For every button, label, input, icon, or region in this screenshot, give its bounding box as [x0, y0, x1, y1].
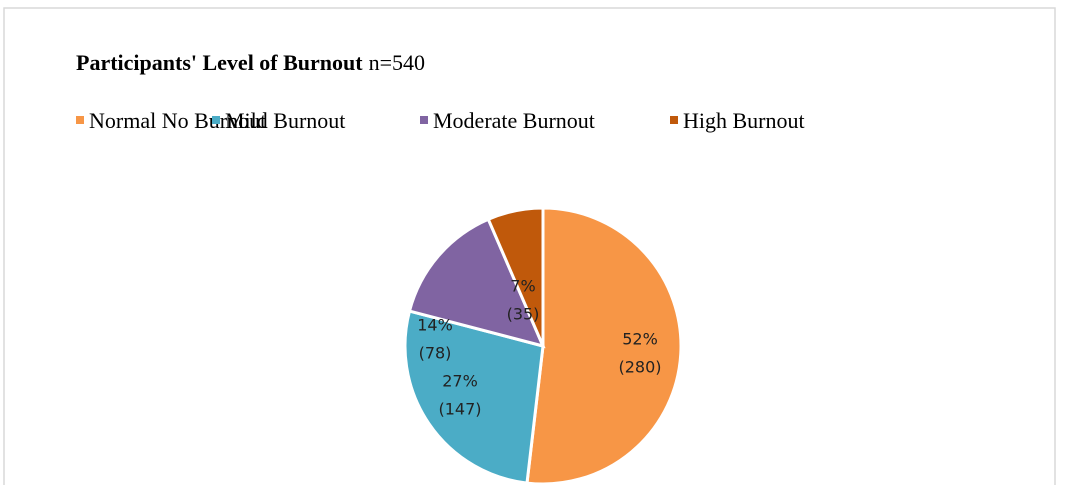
- legend-label: Moderate Burnout: [433, 108, 595, 133]
- data-labels: 52% (280) 27% (147) 14% (78) 7% (35): [417, 277, 661, 419]
- value-label: (280): [618, 358, 661, 377]
- chart-subtitle: n=540: [369, 50, 425, 75]
- percent-label: 52%: [622, 330, 658, 349]
- pie-slice: [407, 217, 546, 349]
- value-label: (147): [438, 400, 481, 419]
- value-label: (35): [507, 305, 540, 324]
- legend-swatch: [212, 116, 220, 124]
- pie: [403, 206, 683, 485]
- value-label: (78): [419, 344, 452, 363]
- percent-label: 27%: [442, 372, 478, 391]
- pie-slice: [525, 206, 683, 485]
- pie-slice: [403, 309, 545, 485]
- chart-title-group: Participants' Level of Burnout n=540: [76, 50, 425, 75]
- legend-swatch: [76, 116, 84, 124]
- percent-label: 14%: [417, 316, 453, 335]
- pie-slice: [486, 206, 545, 347]
- percent-label: 7%: [510, 277, 535, 296]
- legend-swatch: [420, 116, 428, 124]
- legend-label: Mild Burnout: [225, 108, 345, 133]
- chart-title: Participants' Level of Burnout: [76, 50, 363, 75]
- legend-label: High Burnout: [683, 108, 805, 133]
- legend-swatch: [670, 116, 678, 124]
- chart-frame: [3, 7, 1056, 485]
- legend-label: Normal No Burnout: [89, 108, 266, 133]
